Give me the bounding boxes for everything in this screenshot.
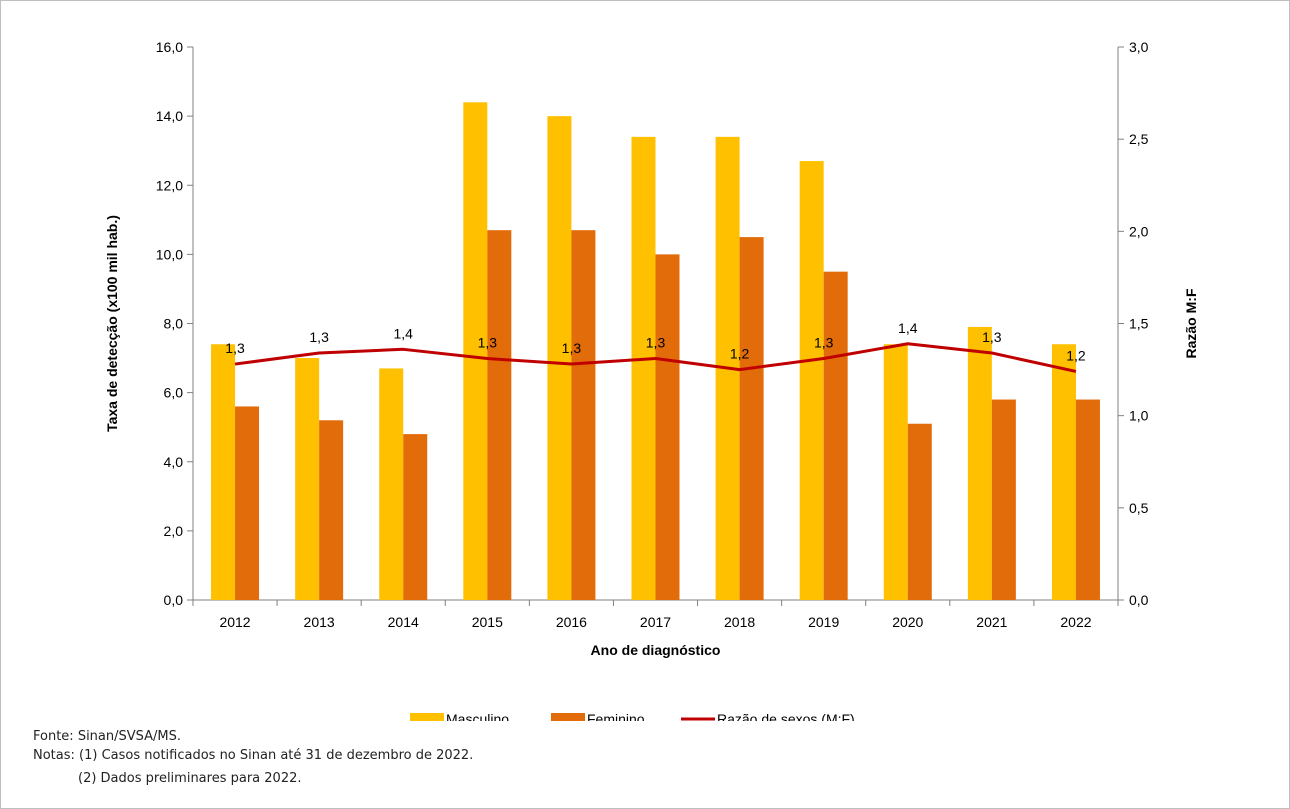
- y-tick-label-left: 16,0: [156, 39, 183, 55]
- legend-label: Razão de sexos (M:F): [717, 711, 855, 721]
- y-tick-label-right: 3,0: [1129, 39, 1149, 55]
- ratio-line: [234, 342, 1077, 373]
- ratio-data-label: 1,4: [393, 325, 413, 341]
- y-tick-label-right: 1,0: [1129, 408, 1149, 424]
- bar-masculino: [799, 161, 824, 600]
- bar-feminino: [655, 254, 680, 600]
- bar-feminino: [823, 271, 848, 600]
- y-tick-label-left: 0,0: [164, 592, 184, 608]
- x-tick-label: 2018: [724, 614, 755, 630]
- note-1: Notas: (1) Casos notificados no Sinan at…: [33, 748, 474, 763]
- bar-masculino: [631, 136, 656, 601]
- y-tick-label-right: 1,5: [1129, 316, 1149, 332]
- bar-feminino: [571, 230, 596, 600]
- bar-masculino: [211, 344, 236, 600]
- note-2: (2) Dados preliminares para 2022.: [78, 771, 302, 786]
- bar-feminino: [403, 434, 428, 600]
- y-tick-label-left: 8,0: [164, 316, 184, 332]
- ratio-data-label: 1,3: [562, 340, 582, 356]
- ratio-data-label: 1,3: [814, 335, 834, 351]
- legend-swatch-masculino: [410, 713, 444, 721]
- bar-masculino: [883, 344, 908, 600]
- x-tick-label: 2019: [808, 614, 839, 630]
- ratio-data-label: 1,3: [225, 340, 245, 356]
- bar-feminino: [487, 230, 512, 600]
- x-tick-label: 2016: [556, 614, 587, 630]
- x-tick-label: 2021: [976, 614, 1007, 630]
- y-axis-title-left: Taxa de detecção (x100 mil hab.): [104, 215, 120, 432]
- x-tick-label: 2020: [892, 614, 923, 630]
- x-tick-label: 2017: [640, 614, 671, 630]
- x-tick-label: 2014: [388, 614, 419, 630]
- y-tick-label-left: 6,0: [164, 385, 184, 401]
- bar-feminino: [991, 399, 1016, 600]
- y-tick-label-right: 2,0: [1129, 223, 1149, 239]
- bar-feminino: [739, 237, 764, 600]
- bar-masculino: [547, 116, 572, 600]
- sex-ratio-chart: 0,0 2,0 4,0 6,0 8,0 10,0 12,0 14,0 16,0 0,0 0,5 1,0…: [104, 39, 1199, 721]
- legend-swatch-feminino: [551, 713, 585, 721]
- x-tick-label: 2022: [1060, 614, 1091, 630]
- y-tick-label-right: 0,5: [1129, 500, 1149, 516]
- y-tick-label-left: 14,0: [156, 108, 183, 124]
- x-tick-label: 2015: [472, 614, 503, 630]
- ratio-data-label: 1,3: [478, 335, 498, 351]
- y-tick-label-left: 12,0: [156, 177, 183, 193]
- y-tick-label-right: 0,0: [1129, 592, 1149, 608]
- bar-feminino: [235, 406, 260, 600]
- y-tick-label-right: 2,5: [1129, 131, 1149, 147]
- ratio-data-label: 1,2: [1066, 347, 1086, 363]
- x-tick-label: 2012: [219, 614, 250, 630]
- legend-label: Masculino: [446, 711, 509, 721]
- x-axis-title: Ano de diagnóstico: [591, 642, 721, 658]
- bar-masculino: [463, 102, 488, 601]
- bar-feminino: [1075, 399, 1100, 600]
- bar-masculino: [1051, 344, 1076, 600]
- y-axis-title-right: Razão M:F: [1183, 288, 1199, 358]
- ratio-data-label: 1,3: [982, 329, 1002, 345]
- bar-masculino: [967, 326, 992, 600]
- y-tick-label-left: 10,0: [156, 246, 183, 262]
- y-tick-label-left: 4,0: [164, 454, 184, 470]
- legend-label: Feminino: [587, 711, 645, 721]
- y-tick-label-left: 2,0: [164, 523, 184, 539]
- ratio-data-label: 1,4: [898, 320, 918, 336]
- x-tick-label: 2013: [304, 614, 335, 630]
- bar-feminino: [907, 423, 932, 600]
- source-note: Fonte: Sinan/SVSA/MS.: [33, 729, 182, 744]
- bar-masculino: [379, 368, 404, 600]
- ratio-data-label: 1,3: [309, 329, 329, 345]
- ratio-data-label: 1,2: [730, 346, 750, 362]
- bar-feminino: [319, 420, 344, 600]
- bar-masculino: [295, 358, 320, 600]
- ratio-data-label: 1,3: [646, 335, 666, 351]
